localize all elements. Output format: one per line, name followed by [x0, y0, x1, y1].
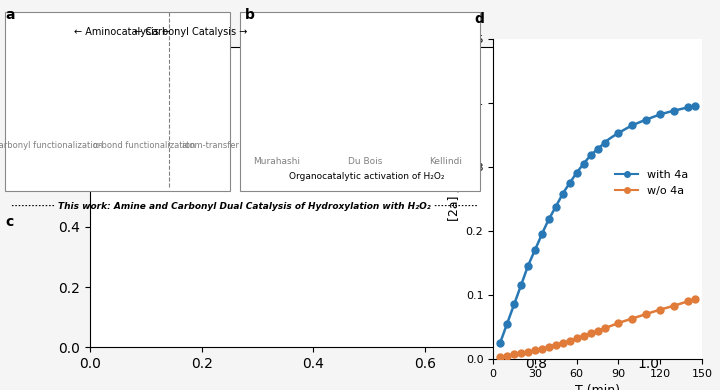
Text: c: c [5, 215, 13, 229]
Text: carbonyl functionalization: carbonyl functionalization [0, 141, 104, 150]
Legend: with 4a, w/o 4a: with 4a, w/o 4a [611, 166, 692, 200]
Text: d: d [474, 12, 485, 26]
Y-axis label: [2a] /M: [2a] /M [447, 177, 460, 221]
Text: Du Bois: Du Bois [348, 157, 382, 166]
Text: b: b [245, 8, 255, 22]
Text: Organocatalytic activation of H₂O₂: Organocatalytic activation of H₂O₂ [289, 172, 445, 181]
Text: Murahashi: Murahashi [253, 157, 300, 166]
Text: atom-transfer: atom-transfer [181, 141, 240, 150]
Text: d: d [456, 33, 466, 46]
Text: a: a [5, 8, 14, 22]
X-axis label: T (min): T (min) [575, 384, 620, 390]
Text: ← Carbonyl Catalysis →: ← Carbonyl Catalysis → [134, 27, 248, 37]
Text: ← Aminocatalysis ←: ← Aminocatalysis ← [74, 27, 171, 37]
Text: Kellindi: Kellindi [429, 157, 462, 166]
Text: α-bond functionalization: α-bond functionalization [94, 141, 196, 150]
Text: ············· This work: Amine and Carbonyl Dual Catalysis of Hydroxylation with: ············· This work: Amine and Carbo… [12, 202, 478, 211]
